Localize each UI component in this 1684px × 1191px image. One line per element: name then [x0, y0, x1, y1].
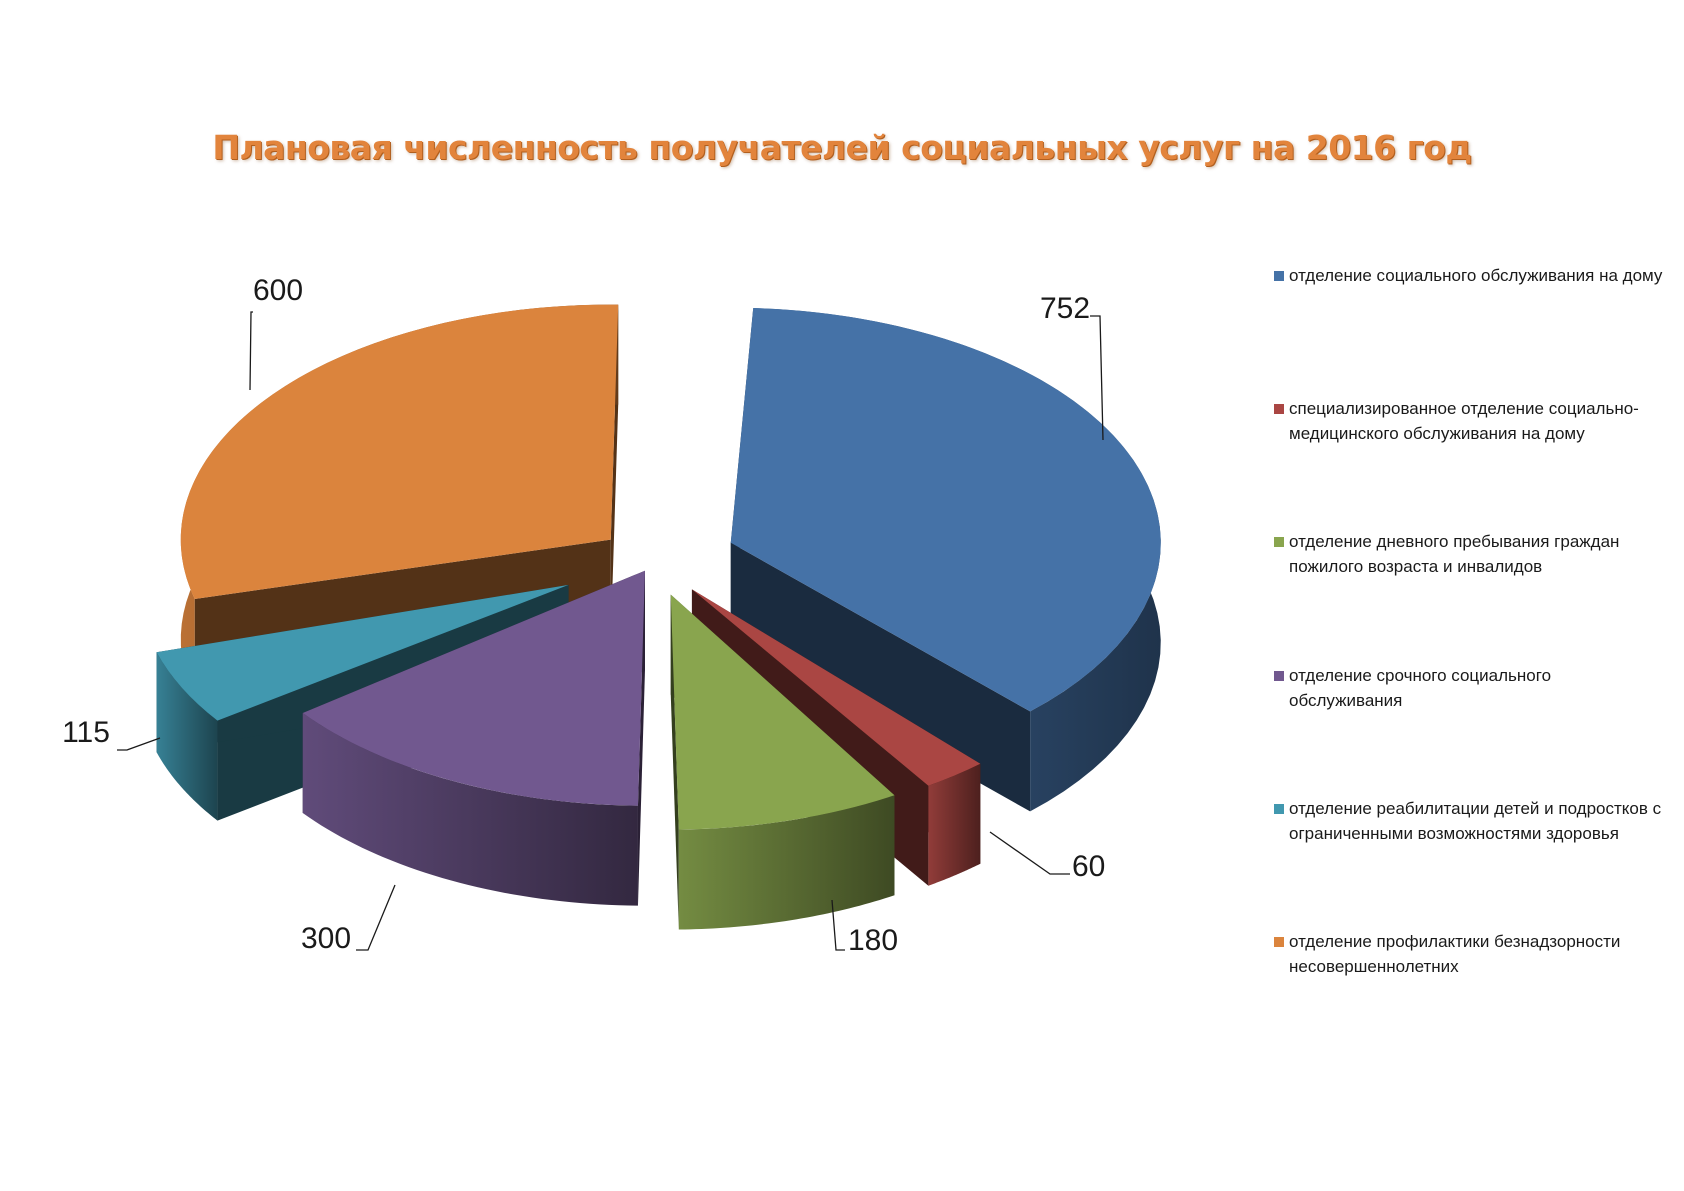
- pie-slice-1: [730, 308, 1161, 812]
- legend-label: отделение реабилитации детей и подростко…: [1289, 799, 1662, 843]
- legend-swatch: [1274, 671, 1284, 681]
- data-label-6: 600: [253, 274, 303, 307]
- legend-swatch: [1274, 404, 1284, 414]
- data-label-2: 60: [1072, 850, 1105, 883]
- leader-line-2: [989, 831, 1070, 875]
- legend-label: отделение социального обслуживания на до…: [1289, 266, 1663, 285]
- chart-title: Плановая численность получателей социаль…: [212, 128, 1472, 167]
- data-label-4: 300: [301, 922, 351, 955]
- legend-swatch: [1274, 804, 1284, 814]
- leader-line-4: [356, 884, 396, 951]
- data-label-1: 752: [1040, 292, 1090, 325]
- pie-slice-3: [670, 594, 895, 930]
- legend-label: специализированное отделение социально- …: [1289, 399, 1639, 443]
- legend-swatch: [1274, 271, 1284, 281]
- pie-slice-4: [302, 570, 645, 906]
- leader-line-1: [1090, 315, 1104, 441]
- legend-swatch: [1274, 537, 1284, 547]
- data-label-3: 180: [848, 924, 898, 957]
- legend-label: отделение профилактики безнадзорности не…: [1289, 932, 1621, 976]
- leader-line-6: [249, 311, 253, 391]
- legend-label: отделение дневного пребывания граждан по…: [1289, 532, 1620, 576]
- data-label-5: 115: [62, 716, 110, 749]
- legend-label: отделение срочного социального обслужива…: [1289, 666, 1552, 710]
- leader-line-5: [117, 737, 161, 751]
- legend-swatch: [1274, 937, 1284, 947]
- leader-line-3: [831, 899, 845, 951]
